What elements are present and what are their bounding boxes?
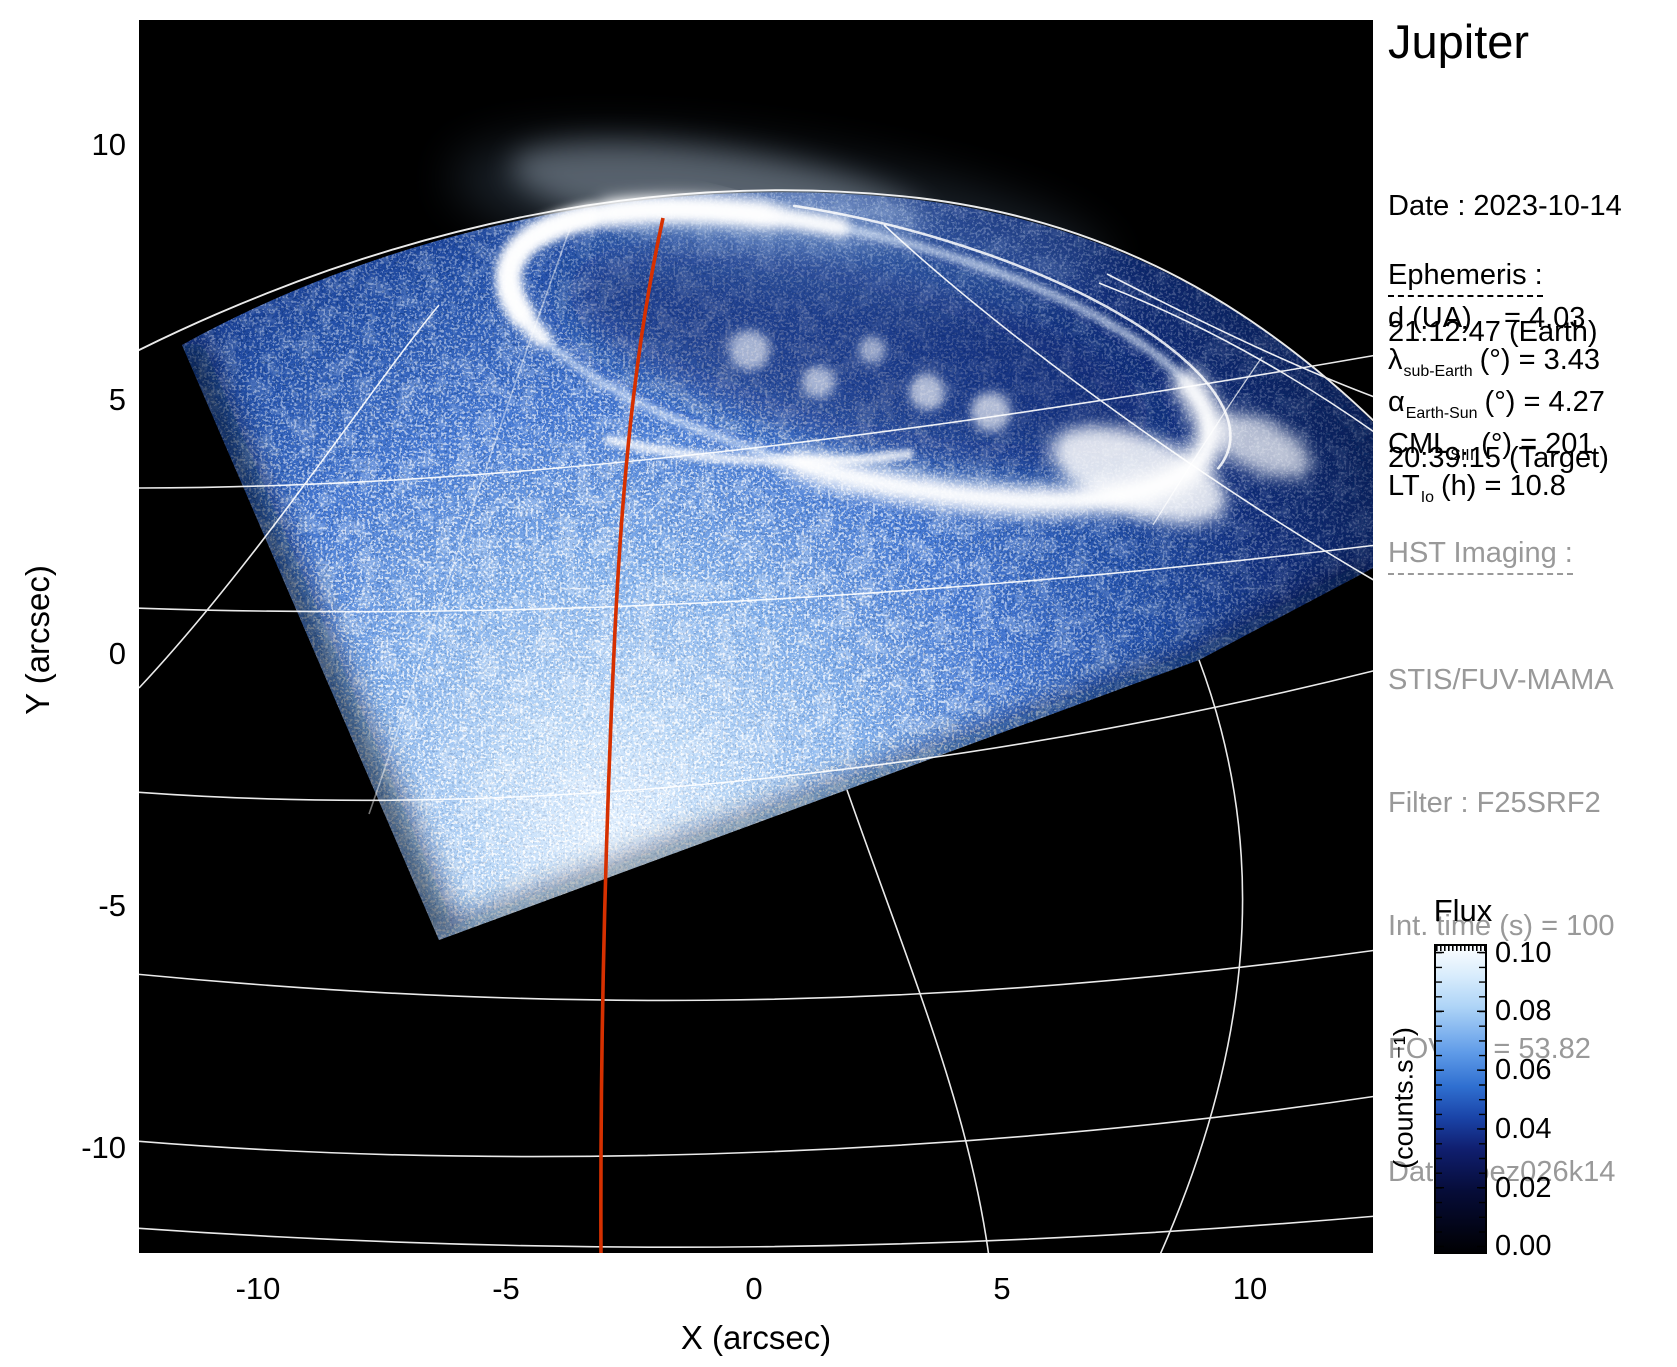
aurora-image — [139, 20, 1373, 1253]
ephemeris-row-distance: d (UA) = 4.03 — [1388, 302, 1586, 334]
earth-time-line: 21:12:47 (Earth) — [1388, 316, 1598, 348]
x-tick-label: -10 — [235, 1271, 281, 1306]
colorbar-ticks — [1435, 945, 1486, 1248]
colorbar-tick-label: 0.04 — [1495, 1113, 1552, 1145]
graticule — [139, 189, 1373, 1253]
cml-meridian-line — [599, 217, 665, 1253]
y-tick-label: 5 — [108, 382, 126, 417]
colorbar-unit-label: (counts.s⁻¹) — [1388, 1027, 1419, 1169]
y-axis-label: Y (arcsec) — [19, 565, 56, 715]
ephemeris-block: d (UA) = 4.03 λsub-Earth (°) = 3.43 αEarth… — [1388, 297, 1605, 507]
hst-imaging-block: STIS/FUV-MAMA Filter : F25SRF2 Int. time… — [1388, 578, 1615, 1275]
colorbar-title: Flux — [1433, 893, 1493, 928]
x-tick-label: 10 — [1232, 1271, 1268, 1306]
hst-imaging-header: HST Imaging : — [1388, 536, 1573, 575]
hst-inttime-line: Int. time (s) = 100 — [1388, 910, 1615, 942]
datetime-block: Date : 2023-10-14 21:12:47 (Earth) 20:39… — [1388, 101, 1622, 563]
target-time-line: 20:39:15 (Target) — [1388, 442, 1609, 474]
x-tick-label: -5 — [492, 1271, 520, 1306]
ephemeris-row-subearth-lat: λsub-Earth (°) = 3.43 — [1388, 344, 1601, 380]
hst-instrument-line: STIS/FUV-MAMA — [1388, 664, 1614, 696]
y-tick-label: 10 — [91, 127, 126, 162]
aurora-emission — [452, 136, 1311, 525]
x-tick-label: 0 — [745, 1271, 763, 1306]
colorbar-tick-label: 0.06 — [1495, 1054, 1552, 1086]
x-tick-label: 5 — [993, 1271, 1011, 1306]
x-axis-label: X (arcsec) — [680, 1319, 832, 1356]
ephemeris-row-io-localtime: LTIo (h) = 10.8 — [1388, 470, 1566, 506]
date-line: Date : 2023-10-14 — [1388, 190, 1622, 222]
hst-filter-line: Filter : F25SRF2 — [1388, 787, 1601, 819]
flux-colorbar — [1434, 944, 1487, 1254]
ephemeris-row-cml: CMLSIII (°) = 201 — [1388, 428, 1594, 464]
colorbar-tick-label: 0.02 — [1495, 1172, 1552, 1204]
target-title: Jupiter — [1388, 15, 1530, 68]
ephemeris-row-phase-angle: αEarth-Sun (°) = 4.27 — [1388, 386, 1605, 422]
y-tick-label: 0 — [108, 636, 126, 671]
colorbar-tick-label: 0.00 — [1495, 1230, 1552, 1262]
y-tick-label: -10 — [81, 1130, 126, 1165]
colorbar-tick-label: 0.10 — [1495, 937, 1552, 969]
colorbar-gradient — [1434, 944, 1487, 1254]
limb-line — [139, 189, 1373, 422]
y-tick-label: -5 — [98, 888, 126, 923]
ephemeris-header: Ephemeris : — [1388, 258, 1543, 297]
colorbar-tick-label: 0.08 — [1495, 995, 1552, 1027]
